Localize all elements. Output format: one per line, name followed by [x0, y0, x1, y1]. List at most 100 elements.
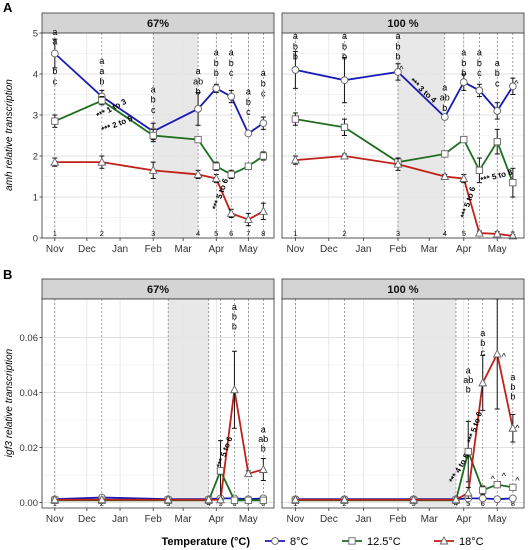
x-tick-label: Nov [46, 514, 64, 525]
data-point [259, 119, 268, 128]
data-point [244, 162, 252, 170]
series-line [54, 389, 264, 501]
series-18c [290, 298, 518, 504]
group-letter: b [232, 312, 237, 322]
data-point [149, 131, 157, 140]
series-8c [50, 38, 268, 141]
group-letter: b [261, 78, 266, 88]
data-point [258, 464, 268, 473]
data-point [463, 487, 473, 497]
group-letter: a [261, 68, 266, 78]
plot-border [41, 32, 275, 239]
group-letter: c [261, 89, 266, 99]
group-letter: b [214, 58, 219, 68]
data-point [493, 107, 502, 115]
group-letter: ^ [502, 352, 507, 362]
data-point [244, 496, 252, 504]
x-tick-label: Mar [421, 514, 439, 525]
sample-number: 6 [229, 229, 233, 238]
x-tick-label: Apr [456, 244, 472, 255]
data-point [493, 495, 502, 504]
plot-border [41, 298, 275, 509]
group-letter: b [480, 338, 485, 348]
data-point [204, 494, 214, 504]
group-letter: b [395, 41, 400, 51]
x-tick-label: Feb [389, 514, 407, 525]
x-tick-label: Nov [286, 244, 304, 255]
group-letter: a [151, 84, 156, 94]
group-letter: ^ [515, 423, 520, 433]
series-8c [291, 50, 517, 121]
data-point [290, 494, 300, 504]
y-tick-label: 0.02 [20, 443, 39, 454]
sample-number: 7 [246, 229, 250, 238]
legend-item: 18°C [434, 536, 484, 548]
data-point [492, 349, 502, 358]
group-letter: a [214, 48, 219, 58]
data-point [259, 152, 267, 160]
x-tick-label: May [488, 244, 507, 255]
data-point [244, 129, 253, 138]
legend-title: Temperature (°C) [161, 536, 250, 548]
data-point [479, 486, 487, 494]
data-point [97, 494, 107, 504]
facet-title: 100 % [387, 18, 418, 30]
group-letter: a [246, 87, 251, 97]
group-letter: b [293, 52, 298, 62]
plot-background [282, 299, 524, 508]
shaded-period [413, 299, 456, 508]
y-tick-label: 0.06 [20, 333, 39, 344]
data-point [226, 208, 236, 217]
group-letter: b [466, 385, 471, 395]
series-12.5c [51, 96, 267, 180]
y-tick-label: 2 [33, 152, 38, 163]
data-point [508, 494, 517, 503]
data-point [478, 494, 487, 503]
group-letter: b [52, 66, 57, 76]
group-letter: b [442, 103, 447, 113]
x-tick-label: Dec [320, 244, 338, 255]
data-point [460, 135, 468, 144]
group-letter: a [99, 66, 104, 76]
group-letter: b [342, 41, 347, 51]
data-point [475, 86, 484, 95]
data-point [340, 76, 349, 85]
y-tick-label: 5 [33, 29, 38, 40]
sample-number: 4 [443, 229, 447, 238]
group-letter: a [342, 31, 347, 41]
sample-number: 2 [342, 229, 346, 238]
legend-marker [271, 537, 279, 545]
series-18c [50, 155, 268, 227]
plot-border [281, 32, 525, 239]
y-tick-label: 4 [33, 70, 38, 81]
group-letter: a [52, 36, 57, 46]
group-letter: ab [258, 434, 268, 444]
legend: Temperature (°C) 8°C 12.5°C 18°C [161, 536, 483, 548]
group-letter: b [395, 52, 400, 62]
x-tick-label: Mar [421, 244, 439, 255]
group-letter: b [196, 87, 201, 97]
data-point [493, 137, 501, 146]
facet-title: 100 % [387, 284, 418, 296]
group-letter: c [246, 107, 251, 117]
sample-number: 4 [196, 229, 200, 238]
group-letter: a [480, 328, 485, 338]
group-letter: b [477, 58, 482, 68]
legend-marker [348, 537, 356, 545]
group-letter: a [510, 372, 515, 382]
group-letter: c [229, 68, 234, 78]
group-letter: b [261, 444, 266, 454]
sample-number: 3 [396, 229, 400, 238]
group-letter: b [229, 58, 234, 68]
data-point [148, 165, 158, 174]
x-tick-label: Nov [46, 244, 64, 255]
series-line [54, 161, 264, 221]
group-letter: b [510, 391, 515, 401]
x-tick-label: Jan [112, 244, 128, 255]
x-tick-label: Apr [208, 244, 224, 255]
data-point [258, 206, 268, 215]
data-point [509, 178, 517, 187]
group-letter: b [293, 41, 298, 51]
group-letter: a [99, 56, 104, 66]
facet-67: 67%12345678abbaabb*** 5 to 6NovDecJanFeb… [41, 278, 275, 525]
